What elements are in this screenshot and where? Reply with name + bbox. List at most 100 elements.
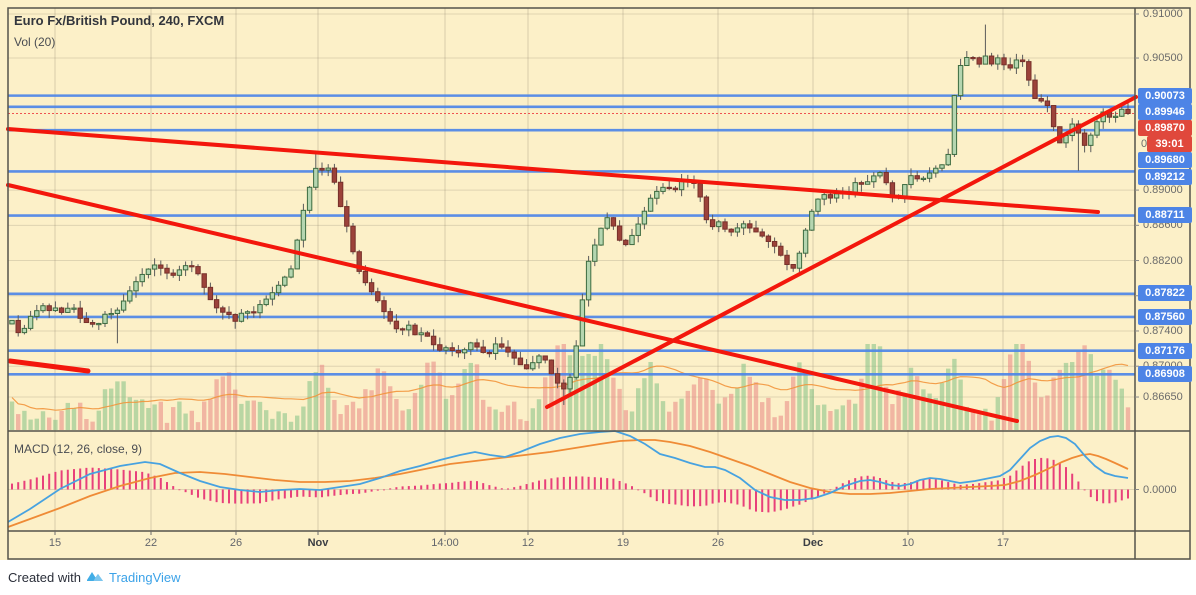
- volume-bar: [28, 419, 33, 430]
- macd-histogram-bar: [110, 468, 113, 490]
- candle-body: [375, 291, 381, 302]
- macd-histogram-bar: [569, 476, 571, 490]
- candle-body: [1019, 59, 1026, 63]
- tradingview-brand-link[interactable]: TradingView: [108, 570, 181, 585]
- volume-bar: [592, 355, 597, 430]
- candle-body: [778, 245, 784, 256]
- volume-bar: [1057, 369, 1062, 430]
- volume-bar: [846, 399, 852, 430]
- candle-body: [703, 196, 710, 221]
- price-axis-label: 0.88200: [1143, 254, 1183, 267]
- chart-widget[interactable]: Euro Fx/British Pound, 240, FXCM Vol (20…: [0, 0, 1196, 560]
- bar-countdown-badge: 39:01: [1147, 136, 1192, 152]
- candle-body: [263, 298, 269, 306]
- volume-bar: [791, 376, 796, 430]
- candle-body: [511, 351, 517, 359]
- volume-bar: [667, 411, 672, 430]
- volume-bar: [586, 353, 591, 430]
- macd-histogram-bar: [1065, 467, 1067, 490]
- candle-body: [313, 167, 319, 188]
- time-axis[interactable]: 15 22 26 Nov 14:00 12 19 26 Dec 10 17: [8, 531, 1135, 559]
- volume-bar: [90, 421, 95, 430]
- volume-bar: [1045, 395, 1050, 430]
- macd-histogram-bar: [755, 489, 757, 512]
- time-axis-label: Nov: [307, 537, 329, 549]
- macd-histogram-bar: [575, 476, 578, 490]
- candle-body: [269, 292, 276, 300]
- macd-histogram-bar: [1009, 475, 1012, 490]
- volume-bar: [59, 410, 64, 430]
- candle-body: [201, 273, 207, 288]
- price-level-badge: 0.89680: [1138, 152, 1192, 168]
- candle-body: [1026, 61, 1032, 81]
- macd-histogram-bar: [817, 489, 819, 497]
- price-level-badge: 0.87560: [1138, 309, 1192, 325]
- tradingview-logo-icon[interactable]: [86, 569, 104, 586]
- volume-bar: [375, 368, 380, 430]
- volume-bar: [202, 401, 207, 430]
- volume-bar: [939, 382, 945, 430]
- candle-body: [393, 320, 400, 330]
- macd-histogram-bar: [606, 478, 609, 490]
- volume-bar: [220, 376, 225, 430]
- volume-bar: [1088, 354, 1093, 430]
- macd-histogram-bar: [35, 477, 38, 490]
- macd-histogram-bar: [147, 473, 150, 490]
- volume-bar: [226, 372, 232, 430]
- volume-bar: [338, 414, 343, 430]
- macd-histogram-bar: [1015, 470, 1018, 490]
- volume-bar: [487, 406, 492, 430]
- macd-histogram-bar: [73, 469, 75, 490]
- chart-canvas[interactable]: [0, 0, 1196, 560]
- macd-histogram-bar: [209, 489, 212, 501]
- volume-bar: [357, 408, 362, 430]
- macd-histogram-bar: [401, 486, 404, 490]
- price-axis[interactable]: 0.910000.905000.890000.886000.882000.878…: [1135, 0, 1196, 560]
- candle-body: [238, 312, 245, 322]
- macd-histogram-bar: [407, 486, 410, 490]
- candle-body: [957, 65, 964, 97]
- macd-histogram-bar: [705, 489, 708, 506]
- volume-bar: [326, 387, 331, 430]
- volume-bar: [890, 404, 895, 430]
- candle-body: [461, 349, 468, 354]
- candle-body: [809, 210, 815, 231]
- volume-bar: [840, 405, 845, 430]
- price-level-badge: 0.87822: [1138, 285, 1192, 301]
- macd-histogram-bar: [556, 477, 559, 490]
- macd-histogram-bar: [866, 475, 869, 490]
- macd-histogram-bar: [333, 489, 336, 496]
- candle-body: [815, 198, 821, 212]
- macd-histogram-bar: [773, 489, 776, 512]
- price-level-badge: 0.89212: [1138, 169, 1192, 185]
- volume-bar: [177, 401, 182, 430]
- macd-histogram-bar: [283, 489, 286, 499]
- volume-bar: [214, 379, 219, 430]
- volume-bar: [1107, 369, 1112, 430]
- candle-body: [282, 276, 288, 286]
- volume-bar: [344, 405, 349, 430]
- macd-histogram-bar: [500, 488, 503, 490]
- candle-body: [226, 311, 232, 315]
- macd-histogram-bar: [184, 489, 187, 493]
- volume-bar: [1119, 388, 1124, 430]
- candle-body: [672, 187, 679, 191]
- volume-bar: [822, 404, 827, 430]
- macd-histogram-bar: [271, 489, 274, 501]
- candle-body: [858, 182, 865, 185]
- macd-histogram-bar: [953, 483, 956, 490]
- macd-histogram-bar: [426, 484, 429, 490]
- volume-bar: [245, 400, 250, 430]
- volume-bar: [896, 390, 901, 430]
- volume-bar: [673, 401, 678, 430]
- volume-bar: [530, 408, 535, 430]
- candle-body: [1007, 64, 1013, 69]
- candle-body: [430, 335, 437, 346]
- macd-histogram-bar: [736, 489, 739, 505]
- macd-histogram-bar: [835, 486, 838, 490]
- candle-body: [871, 175, 877, 183]
- candle-body: [654, 190, 660, 199]
- price-level-badge: 0.87176: [1138, 343, 1192, 359]
- macd-histogram-bar: [54, 471, 57, 490]
- candle-body: [71, 307, 77, 310]
